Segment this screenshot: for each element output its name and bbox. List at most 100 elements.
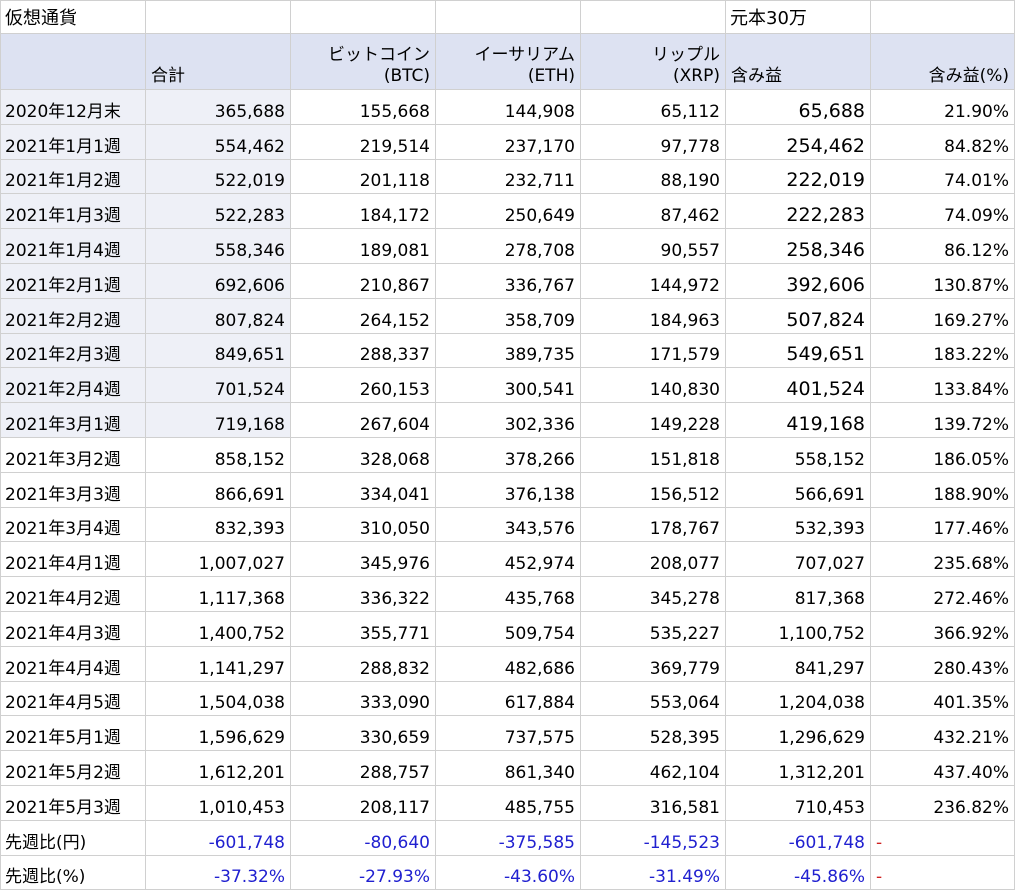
eth-cell[interactable]: 278,708 bbox=[435, 228, 581, 264]
row-label-cell[interactable]: 2021年2月2週 bbox=[0, 297, 146, 334]
total-cell[interactable]: 849,651 bbox=[145, 332, 291, 369]
btc-cell[interactable]: 201,118 bbox=[290, 158, 436, 195]
row-label-cell[interactable]: 2021年3月3週 bbox=[0, 471, 146, 508]
total-cell[interactable]: 1,596,629 bbox=[145, 715, 291, 752]
gain-pct-cell[interactable]: 139.72% bbox=[870, 402, 1015, 438]
gain-pct-cell[interactable]: 130.87% bbox=[870, 262, 1015, 299]
gain-cell[interactable]: 507,824 bbox=[725, 297, 871, 334]
gain-pct-cell[interactable]: 401.35% bbox=[870, 680, 1015, 717]
eth-cell[interactable]: 237,170 bbox=[435, 123, 581, 160]
xrp-cell[interactable]: 208,077 bbox=[580, 541, 726, 578]
row-label-cell[interactable]: 2021年4月4週 bbox=[0, 645, 146, 682]
gain-pct-cell[interactable]: 432.21% bbox=[870, 715, 1015, 752]
total-cell[interactable]: 701,524 bbox=[145, 367, 291, 404]
header-empty-cell[interactable] bbox=[0, 33, 146, 90]
xrp-cell[interactable]: 316,581 bbox=[580, 784, 726, 821]
summary-extra-cell[interactable]: - bbox=[870, 819, 1015, 856]
gain-cell[interactable]: 419,168 bbox=[725, 402, 871, 438]
xrp-cell[interactable]: 140,830 bbox=[580, 367, 726, 404]
btc-cell[interactable]: 328,068 bbox=[290, 436, 436, 473]
summary-gain-cell[interactable]: -45.86% bbox=[725, 854, 871, 890]
row-label-cell[interactable]: 2021年4月5週 bbox=[0, 680, 146, 717]
summary-btc-cell[interactable]: -27.93% bbox=[290, 854, 436, 890]
eth-cell[interactable]: 144,908 bbox=[435, 89, 581, 125]
total-cell[interactable]: 719,168 bbox=[145, 402, 291, 438]
btc-cell[interactable]: 330,659 bbox=[290, 715, 436, 752]
total-cell[interactable]: 1,141,297 bbox=[145, 645, 291, 682]
gain-cell[interactable]: 65,688 bbox=[725, 89, 871, 125]
xrp-cell[interactable]: 462,104 bbox=[580, 750, 726, 786]
eth-cell[interactable]: 250,649 bbox=[435, 193, 581, 230]
principal-note-cell[interactable]: 元本30万 bbox=[725, 0, 871, 34]
xrp-cell[interactable]: 151,818 bbox=[580, 436, 726, 473]
eth-cell[interactable]: 861,340 bbox=[435, 750, 581, 786]
total-cell[interactable]: 522,283 bbox=[145, 193, 291, 230]
gain-cell[interactable]: 549,651 bbox=[725, 332, 871, 369]
eth-cell[interactable]: 389,735 bbox=[435, 332, 581, 369]
xrp-cell[interactable]: 528,395 bbox=[580, 715, 726, 752]
gain-cell[interactable]: 532,393 bbox=[725, 506, 871, 543]
xrp-cell[interactable]: 65,112 bbox=[580, 89, 726, 125]
summary-label-cell[interactable]: 先週比(%) bbox=[0, 854, 146, 890]
btc-cell[interactable]: 219,514 bbox=[290, 123, 436, 160]
gain-pct-cell[interactable]: 366.92% bbox=[870, 610, 1015, 647]
row-label-cell[interactable]: 2021年1月3週 bbox=[0, 193, 146, 230]
eth-cell[interactable]: 378,266 bbox=[435, 436, 581, 473]
row-label-cell[interactable]: 2020年12月末 bbox=[0, 89, 146, 125]
eth-cell[interactable]: 485,755 bbox=[435, 784, 581, 821]
total-cell[interactable]: 522,019 bbox=[145, 158, 291, 195]
btc-cell[interactable]: 333,090 bbox=[290, 680, 436, 717]
eth-cell[interactable]: 737,575 bbox=[435, 715, 581, 752]
btc-cell[interactable]: 288,757 bbox=[290, 750, 436, 786]
btc-cell[interactable]: 264,152 bbox=[290, 297, 436, 334]
header-total[interactable]: 合計 bbox=[145, 33, 291, 90]
row-label-cell[interactable]: 2021年5月2週 bbox=[0, 750, 146, 786]
gain-cell[interactable]: 1,312,201 bbox=[725, 750, 871, 786]
btc-cell[interactable]: 210,867 bbox=[290, 262, 436, 299]
eth-cell[interactable]: 300,541 bbox=[435, 367, 581, 404]
gain-pct-cell[interactable]: 177.46% bbox=[870, 506, 1015, 543]
sheet-title-cell[interactable]: 仮想通貨 bbox=[0, 0, 146, 34]
row-label-cell[interactable]: 2021年3月1週 bbox=[0, 402, 146, 438]
total-cell[interactable]: 692,606 bbox=[145, 262, 291, 299]
xrp-cell[interactable]: 171,579 bbox=[580, 332, 726, 369]
row-label-cell[interactable]: 2021年2月3週 bbox=[0, 332, 146, 369]
gain-pct-cell[interactable]: 235.68% bbox=[870, 541, 1015, 578]
gain-pct-cell[interactable]: 74.01% bbox=[870, 158, 1015, 195]
total-cell[interactable]: 365,688 bbox=[145, 89, 291, 125]
total-cell[interactable]: 1,117,368 bbox=[145, 576, 291, 612]
btc-cell[interactable]: 310,050 bbox=[290, 506, 436, 543]
xrp-cell[interactable]: 184,963 bbox=[580, 297, 726, 334]
summary-label-cell[interactable]: 先週比(円) bbox=[0, 819, 146, 856]
gain-pct-cell[interactable]: 188.90% bbox=[870, 471, 1015, 508]
summary-btc-cell[interactable]: -80,640 bbox=[290, 819, 436, 856]
gain-cell[interactable]: 710,453 bbox=[725, 784, 871, 821]
row-label-cell[interactable]: 2021年3月2週 bbox=[0, 436, 146, 473]
gain-cell[interactable]: 841,297 bbox=[725, 645, 871, 682]
row-label-cell[interactable]: 2021年1月2週 bbox=[0, 158, 146, 195]
empty-cell[interactable] bbox=[870, 0, 1015, 34]
xrp-cell[interactable]: 178,767 bbox=[580, 506, 726, 543]
empty-cell[interactable] bbox=[580, 0, 726, 34]
gain-pct-cell[interactable]: 86.12% bbox=[870, 228, 1015, 264]
btc-cell[interactable]: 189,081 bbox=[290, 228, 436, 264]
gain-cell[interactable]: 401,524 bbox=[725, 367, 871, 404]
eth-cell[interactable]: 376,138 bbox=[435, 471, 581, 508]
total-cell[interactable]: 832,393 bbox=[145, 506, 291, 543]
btc-cell[interactable]: 334,041 bbox=[290, 471, 436, 508]
xrp-cell[interactable]: 90,557 bbox=[580, 228, 726, 264]
row-label-cell[interactable]: 2021年4月1週 bbox=[0, 541, 146, 578]
row-label-cell[interactable]: 2021年4月3週 bbox=[0, 610, 146, 647]
eth-cell[interactable]: 358,709 bbox=[435, 297, 581, 334]
gain-cell[interactable]: 558,152 bbox=[725, 436, 871, 473]
summary-xrp-cell[interactable]: -31.49% bbox=[580, 854, 726, 890]
gain-pct-cell[interactable]: 280.43% bbox=[870, 645, 1015, 682]
header-gain[interactable]: 含み益 bbox=[725, 33, 871, 90]
summary-total-cell[interactable]: -37.32% bbox=[145, 854, 291, 890]
btc-cell[interactable]: 288,337 bbox=[290, 332, 436, 369]
eth-cell[interactable]: 509,754 bbox=[435, 610, 581, 647]
gain-cell[interactable]: 258,346 bbox=[725, 228, 871, 264]
header-gain-pct[interactable]: 含み益(%) bbox=[870, 33, 1015, 90]
eth-cell[interactable]: 452,974 bbox=[435, 541, 581, 578]
total-cell[interactable]: 1,007,027 bbox=[145, 541, 291, 578]
